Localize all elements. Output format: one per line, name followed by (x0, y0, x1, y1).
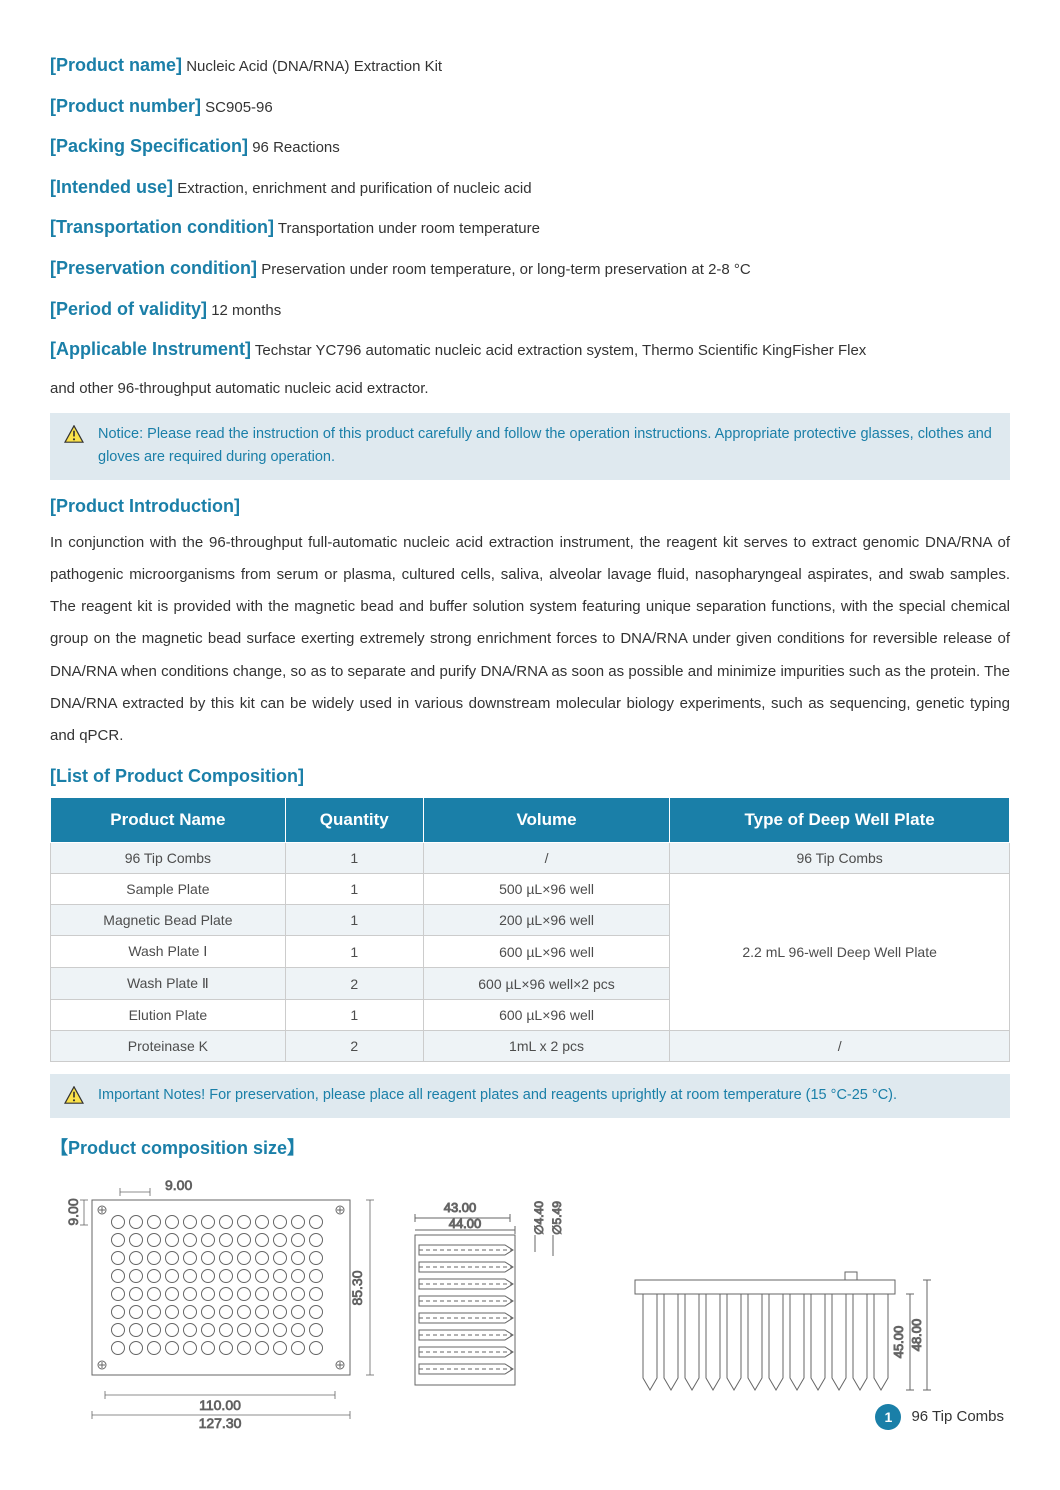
dim-w2: 44.00 (449, 1216, 482, 1231)
notice-box-1: Notice: Please read the instruction of t… (50, 413, 1010, 479)
meta-intended: [Intended use] Extraction, enrichment an… (50, 172, 1010, 203)
meta-product-number: [Product number] SC905-96 (50, 91, 1010, 122)
label: [Intended use] (50, 177, 173, 197)
cell-qty: 1 (285, 874, 423, 905)
comp-heading: [List of Product Composition] (50, 766, 1010, 787)
warning-icon (64, 1086, 84, 1104)
label: [Preservation condition] (50, 258, 257, 278)
dim-h2: 48.00 (909, 1318, 924, 1351)
cell-vol: 500 µL×96 well (423, 874, 669, 905)
dim-d2: ∅5.49 (550, 1200, 564, 1234)
label: [Product name] (50, 55, 182, 75)
value: 96 Reactions (252, 139, 340, 156)
meta-validity: [Period of validity] 12 months (50, 294, 1010, 325)
intro-text: In conjunction with the 96-throughput fu… (50, 527, 1010, 753)
cell-type: / (670, 1031, 1010, 1062)
cell-vol: / (423, 843, 669, 874)
cell-qty: 2 (285, 968, 423, 1000)
dim-height: 85.30 (349, 1270, 365, 1305)
label: [Packing Specification] (50, 136, 248, 156)
meta-product-name: [Product name] Nucleic Acid (DNA/RNA) Ex… (50, 50, 1010, 81)
cell-vol: 600 µL×96 well (423, 1000, 669, 1031)
cell-type: 96 Tip Combs (670, 843, 1010, 874)
warning-icon (64, 425, 84, 443)
intro-heading: [Product Introduction] (50, 496, 1010, 517)
dim-width-total: 127.30 (199, 1415, 242, 1430)
label: [Applicable Instrument] (50, 339, 251, 359)
cell-vol: 600 µL×96 well (423, 936, 669, 968)
value: Extraction, enrichment and purification … (177, 180, 531, 197)
cell-vol: 200 µL×96 well (423, 905, 669, 936)
cell-name: Elution Plate (51, 1000, 286, 1031)
cell-name: 96 Tip Combs (51, 843, 286, 874)
diagram-row: 9.00 9.00 85.30 110.00 127.30 (50, 1170, 1010, 1430)
meta-instrument-continue: and other 96-throughput automatic nuclei… (50, 375, 1010, 404)
page-label: 96 Tip Combs (911, 1408, 1004, 1425)
cell-qty: 1 (285, 1000, 423, 1031)
dim-pitch-x: 9.00 (165, 1177, 192, 1193)
label: [Product number] (50, 96, 201, 116)
value: Preservation under room temperature, or … (261, 261, 751, 278)
page-number: 1 (875, 1404, 901, 1430)
cell-name: Wash Plate Ⅱ (51, 968, 286, 1000)
notice-text: Important Notes! For preservation, pleas… (98, 1084, 897, 1107)
meta-instrument: [Applicable Instrument] Techstar YC796 a… (50, 334, 1010, 365)
meta-packing: [Packing Specification] 96 Reactions (50, 131, 1010, 162)
table-row: 96 Tip Combs1/96 Tip Combs (51, 843, 1010, 874)
cell-qty: 1 (285, 843, 423, 874)
diagram-side-view: 43.00 44.00 ∅4.40 ∅5.49 (405, 1170, 605, 1430)
th-name: Product Name (51, 798, 286, 843)
cell-type-merged: 2.2 mL 96-well Deep Well Plate (670, 874, 1010, 1031)
th-qty: Quantity (285, 798, 423, 843)
cell-qty: 2 (285, 1031, 423, 1062)
cell-name: Proteinase K (51, 1031, 286, 1062)
meta-transport: [Transportation condition] Transportatio… (50, 212, 1010, 243)
cell-vol: 1mL x 2 pcs (423, 1031, 669, 1062)
cell-qty: 1 (285, 905, 423, 936)
value: SC905-96 (205, 99, 273, 116)
cell-qty: 1 (285, 936, 423, 968)
dim-h1: 45.00 (891, 1325, 906, 1358)
cell-name: Magnetic Bead Plate (51, 905, 286, 936)
diagram-front-view: 45.00 48.00 (625, 1260, 945, 1430)
composition-table: Product Name Quantity Volume Type of Dee… (50, 797, 1010, 1062)
cell-vol: 600 µL×96 well×2 pcs (423, 968, 669, 1000)
diagram-top-view: 9.00 9.00 85.30 110.00 127.30 (50, 1170, 385, 1430)
value: Transportation under room temperature (278, 220, 540, 237)
notice-text: Notice: Please read the instruction of t… (98, 423, 996, 469)
value: 12 months (211, 302, 281, 319)
table-header-row: Product Name Quantity Volume Type of Dee… (51, 798, 1010, 843)
cell-name: Wash Plate Ⅰ (51, 936, 286, 968)
meta-preserve: [Preservation condition] Preservation un… (50, 253, 1010, 284)
label: [Period of validity] (50, 299, 207, 319)
table-row: Proteinase K21mL x 2 pcs/ (51, 1031, 1010, 1062)
dim-width-inner: 110.00 (199, 1397, 241, 1413)
th-vol: Volume (423, 798, 669, 843)
dim-pitch-y: 9.00 (65, 1198, 81, 1225)
notice-box-2: Important Notes! For preservation, pleas… (50, 1074, 1010, 1117)
dim-d1: ∅4.40 (532, 1200, 546, 1234)
value: Techstar YC796 automatic nucleic acid ex… (255, 342, 866, 359)
size-heading: 【Product composition size】 (50, 1134, 1010, 1160)
label: [Transportation condition] (50, 217, 274, 237)
cell-name: Sample Plate (51, 874, 286, 905)
value: Nucleic Acid (DNA/RNA) Extraction Kit (186, 58, 442, 75)
th-type: Type of Deep Well Plate (670, 798, 1010, 843)
table-row: Sample Plate1500 µL×96 well2.2 mL 96-wel… (51, 874, 1010, 905)
dim-w1: 43.00 (444, 1200, 477, 1215)
